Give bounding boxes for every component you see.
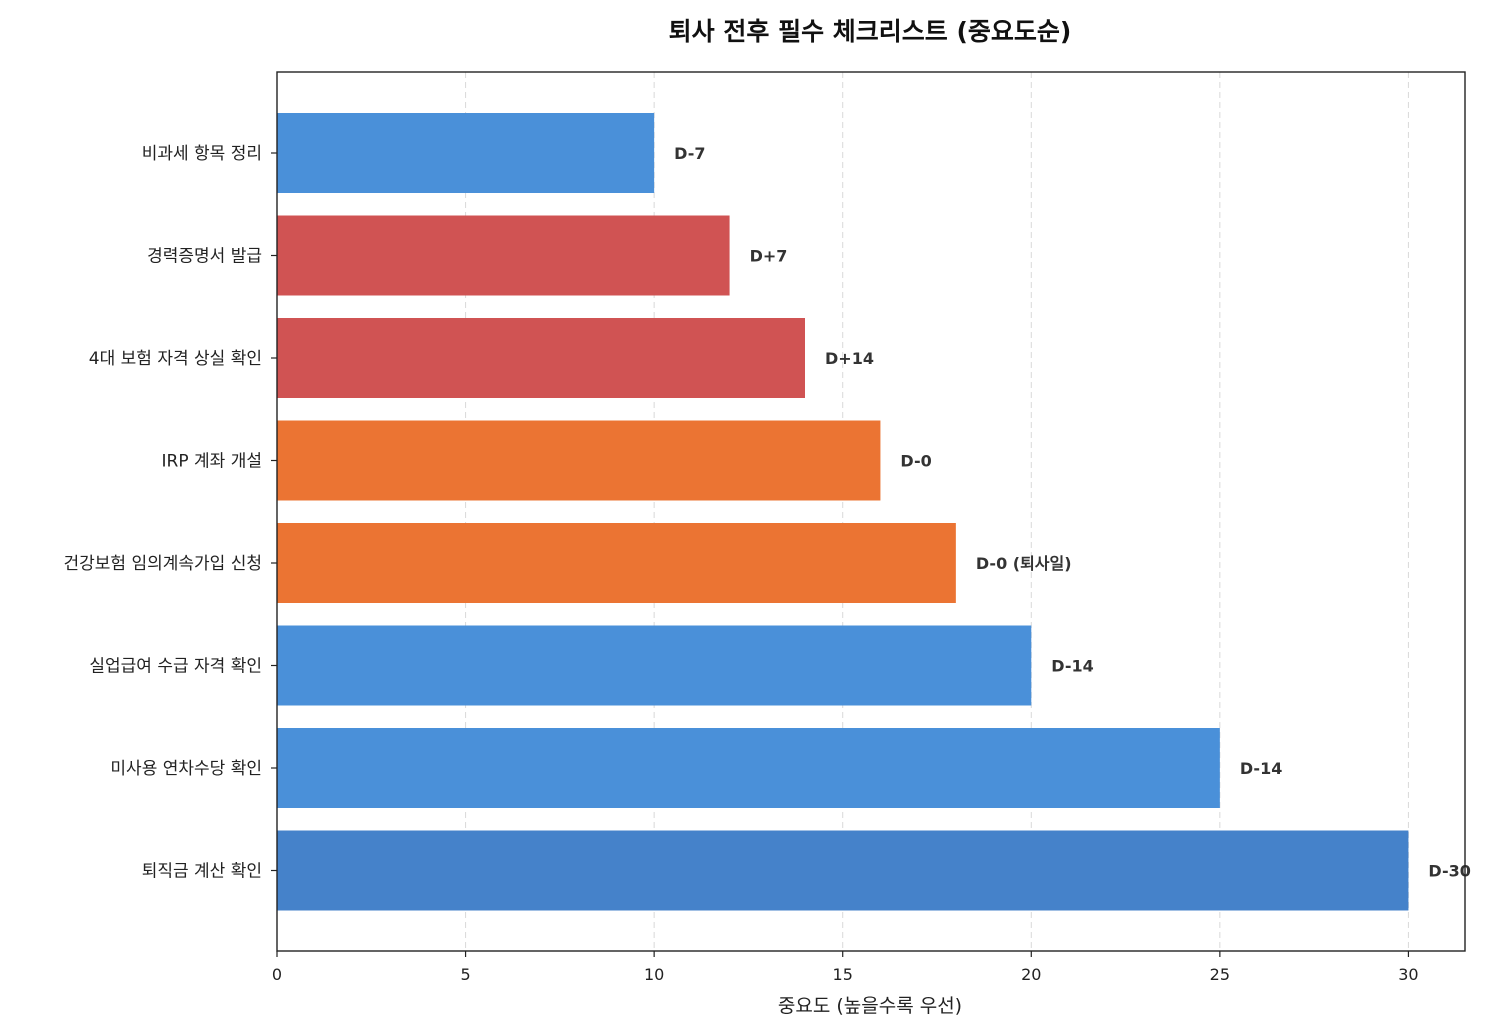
x-tick-label: 30 bbox=[1398, 965, 1418, 984]
bar-data-label: D-0 bbox=[900, 452, 931, 471]
bar-data-label: D-30 bbox=[1428, 862, 1470, 881]
chart-title: 퇴사 전후 필수 체크리스트 (중요도순) bbox=[669, 17, 1072, 46]
bar bbox=[277, 318, 805, 398]
bar bbox=[277, 625, 1032, 706]
bar-data-label: D-14 bbox=[1240, 759, 1282, 778]
category-label: 비과세 항목 정리 bbox=[142, 144, 262, 164]
bar bbox=[277, 113, 655, 193]
plot-frame bbox=[276, 71, 1466, 952]
bar-data-label: D-7 bbox=[674, 144, 705, 163]
bar bbox=[277, 523, 956, 603]
category-label: 건강보험 임의계속가입 신청 bbox=[64, 554, 263, 574]
bar bbox=[277, 420, 881, 501]
category-label: 미사용 연차수당 확인 bbox=[110, 759, 262, 779]
x-tick-label: 5 bbox=[460, 965, 470, 984]
x-tick-label: 0 bbox=[272, 965, 282, 984]
bar bbox=[277, 215, 730, 296]
bar bbox=[277, 728, 1220, 808]
category-label: 4대 보험 자격 상실 확인 bbox=[89, 349, 262, 369]
bar-data-label: D+7 bbox=[750, 247, 788, 266]
category-label: 퇴직금 계산 확인 bbox=[142, 862, 262, 882]
bars bbox=[277, 113, 1409, 911]
x-tick-label: 10 bbox=[644, 965, 664, 984]
bar-data-label: D-0 (퇴사일) bbox=[976, 554, 1072, 573]
x-tick-label: 20 bbox=[1021, 965, 1041, 984]
x-axis-label: 중요도 (높을수록 우선) bbox=[778, 995, 962, 1017]
data-labels: D-7 D+7 D+14 D-0 D-0 (퇴사일) D-14 D-14 D-30 bbox=[674, 144, 1471, 881]
category-label: 경력증명서 발급 bbox=[147, 247, 262, 267]
category-label: IRP 계좌 개설 bbox=[162, 452, 262, 472]
x-tick-label: 25 bbox=[1210, 965, 1230, 984]
category-label: 실업급여 수급 자격 확인 bbox=[89, 657, 262, 677]
bar-data-label: D+14 bbox=[825, 349, 874, 368]
grid-lines bbox=[465, 72, 1409, 951]
bar-data-label: D-14 bbox=[1051, 657, 1093, 676]
bar bbox=[277, 830, 1409, 911]
x-tick-label: 15 bbox=[833, 965, 853, 984]
x-axis-ticks: 0 5 10 15 20 25 30 bbox=[272, 951, 1419, 984]
